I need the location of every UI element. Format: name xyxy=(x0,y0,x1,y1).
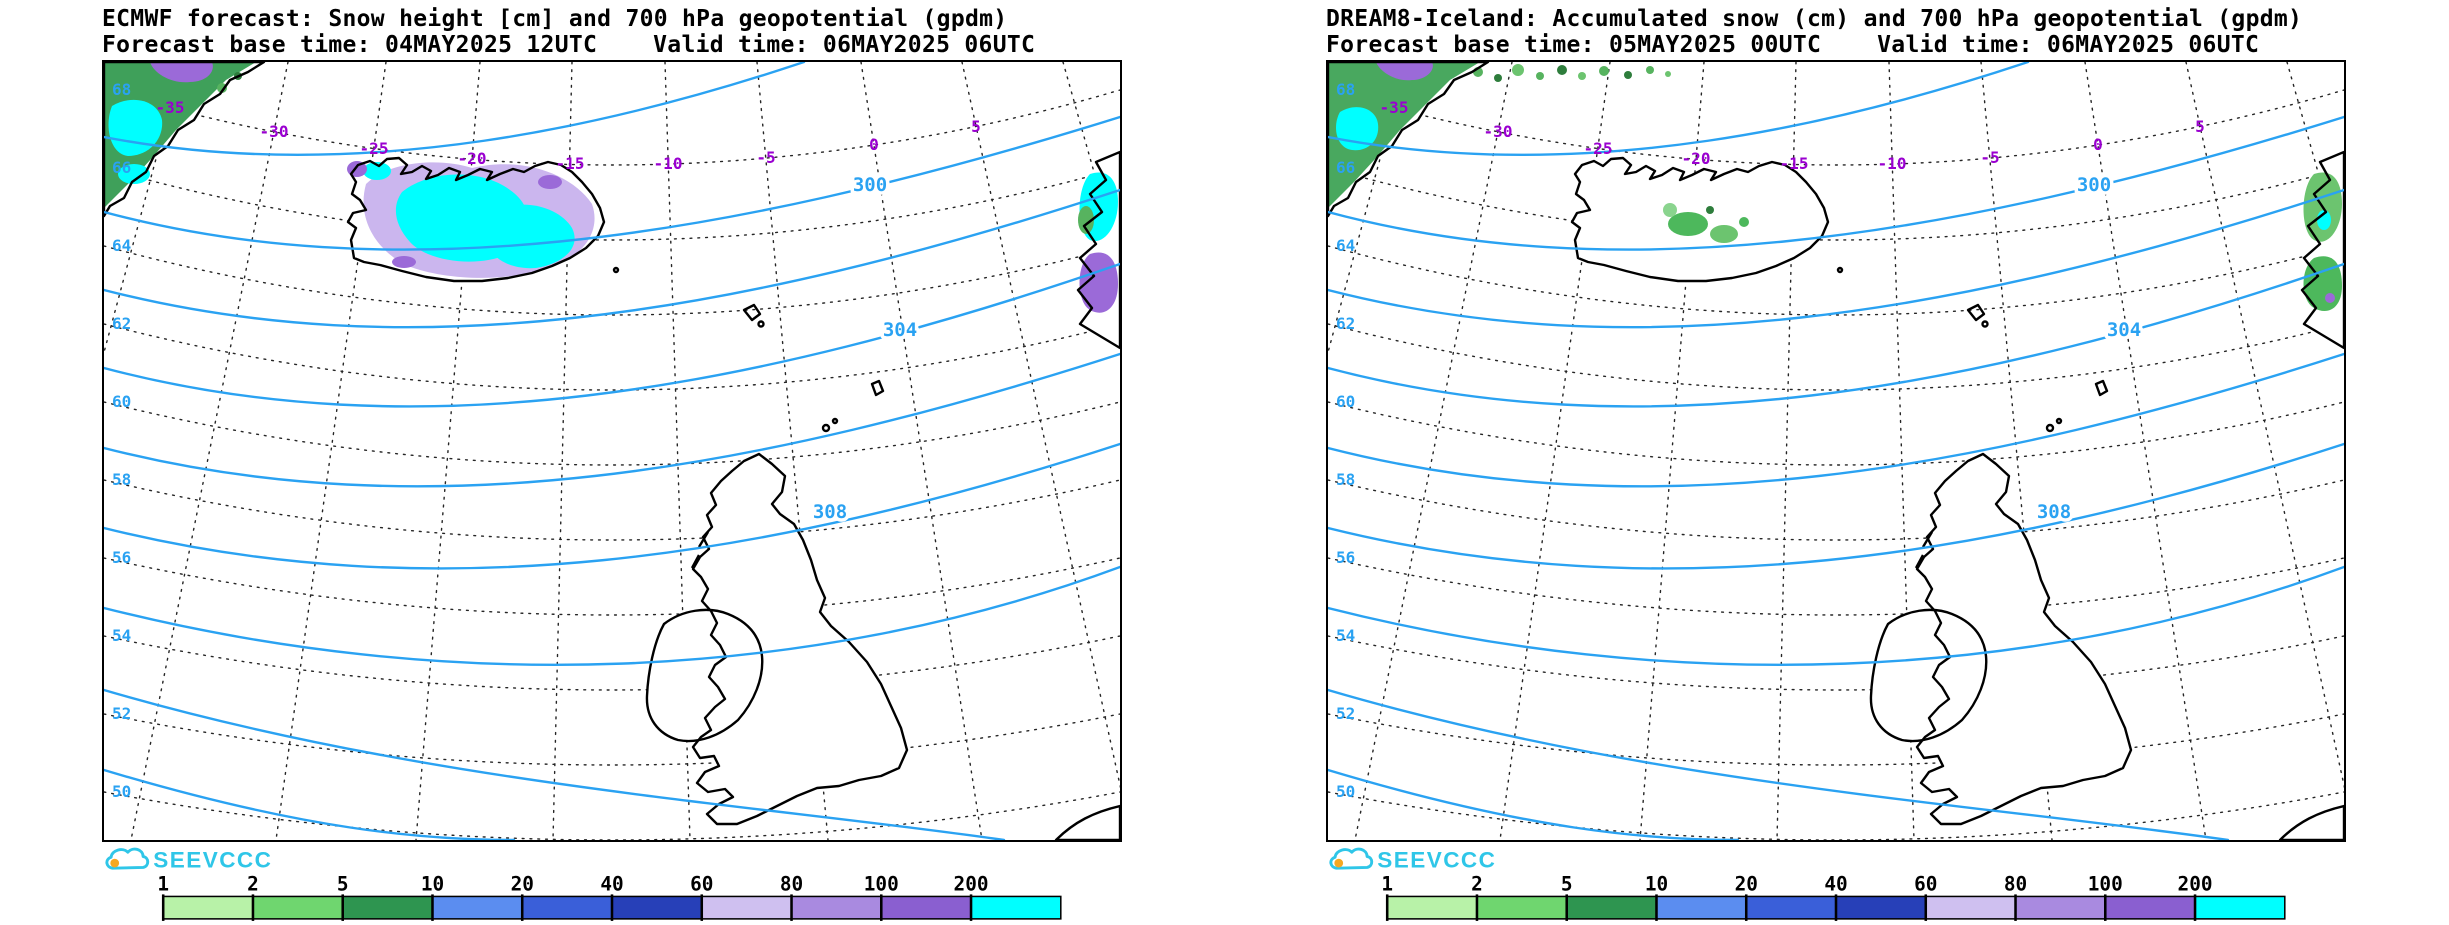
forecast-times: Forecast base time: 05MAY2025 00UTC Vali… xyxy=(1326,32,2346,58)
base-time: Forecast base time: 04MAY2025 12UTC xyxy=(102,32,598,58)
base-time: Forecast base time: 05MAY2025 00UTC xyxy=(1326,32,1822,58)
forecast-times: Forecast base time: 04MAY2025 12UTC Vali… xyxy=(102,32,1122,58)
panel-dream8: DREAM8-Iceland: Accumulated snow (cm) an… xyxy=(1224,0,2448,923)
valid-time: Valid time: 06MAY2025 06UTC xyxy=(653,32,1036,58)
seevccc-logo xyxy=(105,845,274,874)
page-title: ECMWF forecast: Snow height [cm] and 700… xyxy=(102,6,1008,32)
ecmwf-map xyxy=(102,60,1122,842)
panel-dream8-footer xyxy=(1224,842,2448,923)
page-title: DREAM8-Iceland: Accumulated snow (cm) an… xyxy=(1326,6,2303,32)
snow-scale-legend xyxy=(156,874,1063,923)
panel-ecmwf: ECMWF forecast: Snow height [cm] and 700… xyxy=(0,0,1224,923)
snow-scale-legend xyxy=(1380,874,2287,923)
valid-time: Valid time: 06MAY2025 06UTC xyxy=(1877,32,2260,58)
panel-dream8-titles: DREAM8-Iceland: Accumulated snow (cm) an… xyxy=(1326,0,2346,58)
seevccc-logo xyxy=(1329,845,1498,874)
panel-ecmwf-footer xyxy=(0,842,1224,923)
dream8-map xyxy=(1326,60,2346,842)
panel-ecmwf-titles: ECMWF forecast: Snow height [cm] and 700… xyxy=(102,0,1122,58)
